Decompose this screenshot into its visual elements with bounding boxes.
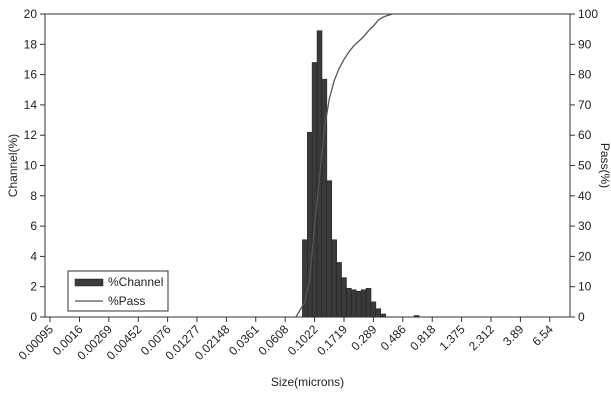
y-axis-right-title: Pass(%) — [598, 143, 611, 188]
channel-bar — [360, 289, 367, 318]
channel-bar — [413, 315, 420, 318]
channel-bar — [311, 62, 318, 318]
y-right-tick-label: 60 — [578, 128, 592, 142]
x-tick-label: 0.1022 — [285, 322, 321, 358]
x-tick-label: 0.0361 — [226, 322, 262, 358]
y-left-tick-label: 18 — [24, 37, 38, 51]
channel-bar — [355, 290, 362, 318]
y-left-tick-label: 8 — [30, 189, 37, 203]
x-tick-label: 0.1719 — [314, 322, 350, 358]
pass-line-group — [295, 13, 462, 318]
legend-pass-label: %Pass — [108, 294, 145, 308]
y-right-tick-label: 20 — [578, 249, 592, 263]
channel-bar — [346, 287, 352, 318]
y-left-tick-label: 12 — [24, 128, 38, 142]
channel-bar — [326, 180, 333, 318]
channel-bar — [341, 277, 347, 318]
y-left-tick-label: 0 — [30, 310, 37, 324]
channel-bar — [380, 313, 386, 318]
x-tick-label: 6.54 — [530, 322, 557, 349]
x-axis: 0.000950.00160.002690.004520.00760.01277… — [16, 317, 557, 363]
x-tick-label: 3.89 — [500, 322, 527, 349]
legend-box — [67, 270, 169, 312]
channel-bar — [375, 308, 382, 318]
y-left-tick-label: 6 — [30, 219, 37, 233]
y-left-tick-label: 2 — [30, 280, 37, 294]
y-left-tick-label: 16 — [24, 68, 38, 82]
channel-bar — [331, 239, 337, 318]
x-tick-label: 1.375 — [437, 322, 468, 353]
x-tick-label: 0.0608 — [255, 322, 291, 358]
channel-bar — [336, 262, 342, 318]
x-tick-label: 0.818 — [407, 322, 438, 353]
y-left-tick-label: 10 — [24, 159, 38, 173]
legend-channel-label: %Channel — [108, 275, 163, 289]
y-right-tick-label: 10 — [578, 280, 592, 294]
y-right-tick-label: 70 — [578, 98, 592, 112]
legend-channel-swatch — [74, 278, 104, 287]
y-right-tick-label: 80 — [578, 68, 592, 82]
y-right-tick-label: 30 — [578, 219, 592, 233]
y-axis-right: 0 10 20 30 40 50 60 70 80 90 100 — [570, 7, 598, 324]
x-tick-label: 0.486 — [378, 322, 409, 353]
channel-bar — [370, 301, 377, 318]
y-right-tick-label: 50 — [578, 159, 592, 173]
x-axis-title: Size(microns) — [271, 375, 344, 389]
y-left-tick-label: 4 — [30, 249, 37, 263]
x-tick-label: 0.289 — [348, 322, 379, 353]
y-right-tick-label: 90 — [578, 37, 592, 51]
channel-bar — [351, 289, 357, 318]
y-right-tick-label: 40 — [578, 189, 592, 203]
y-left-tick-label: 20 — [24, 7, 38, 21]
y-right-tick-label: 0 — [578, 310, 585, 324]
y-right-tick-label: 100 — [578, 7, 598, 21]
channel-bar — [365, 287, 372, 318]
legend: %Channel %Pass — [67, 270, 169, 312]
x-tick-label: 2.312 — [466, 322, 497, 353]
pass-line — [295, 13, 462, 318]
x-tick-label: 0.00095 — [16, 322, 57, 363]
y-left-tick-label: 14 — [24, 98, 38, 112]
y-axis-left: 0 2 4 6 8 10 12 14 16 18 20 — [24, 7, 45, 324]
y-axis-left-title: Channel(%) — [6, 134, 20, 197]
